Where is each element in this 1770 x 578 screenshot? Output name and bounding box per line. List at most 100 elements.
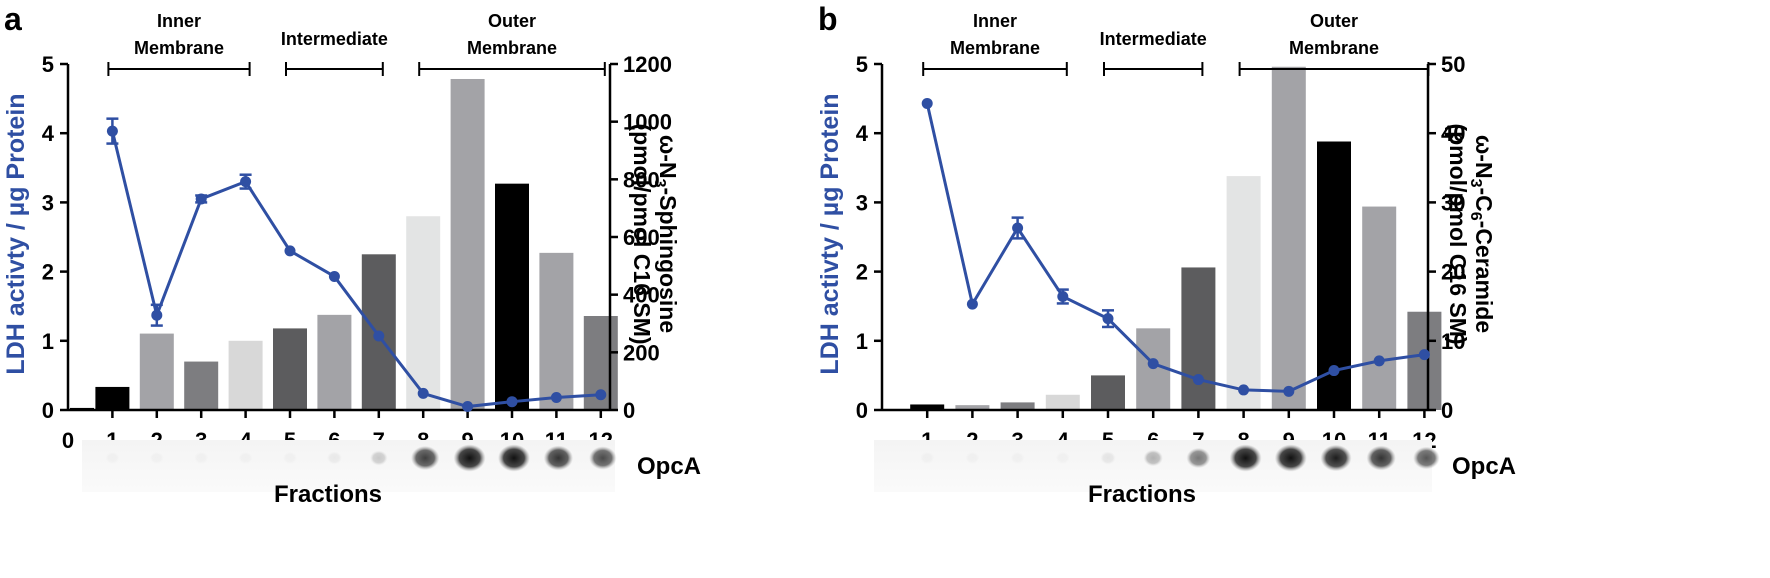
bar-fraction-4 <box>1045 394 1080 410</box>
bar-fraction-11 <box>1362 206 1397 410</box>
blot-spot-1 <box>920 452 934 464</box>
ldh-point-3 <box>1012 222 1024 234</box>
left-tick-label: 0 <box>42 398 54 423</box>
region-label-line1: Inner <box>157 11 201 31</box>
ldh-point-7 <box>373 330 385 342</box>
bar-fraction-12 <box>1407 311 1442 410</box>
left-tick-label: 1 <box>856 329 868 354</box>
blot-spot-6 <box>326 451 342 465</box>
blot-spot-3 <box>1011 452 1025 464</box>
right-label-subscript: 3 <box>1467 179 1484 188</box>
panel-letter: b <box>818 1 838 37</box>
bar-fraction-9 <box>450 78 485 410</box>
left-axis-label: LDH activty / µg Protein <box>2 93 30 374</box>
ldh-point-5 <box>284 245 296 257</box>
region-label-line2: Intermediate <box>281 29 388 49</box>
region-label-line2: Intermediate <box>1100 29 1207 49</box>
ldh-point-1 <box>106 125 118 137</box>
left-tick-label: 5 <box>856 52 868 77</box>
right-tick-label: 30 <box>1441 190 1465 215</box>
region-label-line2: Membrane <box>950 38 1040 58</box>
left-tick-label: 3 <box>42 190 54 215</box>
bar-fraction-5 <box>1091 375 1125 410</box>
right-tick-label: 50 <box>1441 52 1465 77</box>
right-tick-label: 400 <box>623 283 660 308</box>
left-tick-label: 4 <box>42 121 55 146</box>
blot-spot-12 <box>1413 446 1440 470</box>
right-label-part: -Sphingosine <box>655 187 681 333</box>
blot-spot-2 <box>150 452 164 464</box>
ldh-line <box>110 130 601 409</box>
right-tick-label: 600 <box>623 225 660 250</box>
left-axis-label: LDH activty / µg Protein <box>816 93 844 374</box>
ldh-point-6 <box>328 270 340 282</box>
bar-fraction-5 <box>273 328 307 410</box>
ldh-point-11 <box>550 392 562 404</box>
right-tick-label: 10 <box>1441 329 1465 354</box>
ldh-point-5 <box>1102 313 1114 325</box>
blot-spot-7 <box>1186 447 1211 469</box>
ldh-point-7 <box>1192 374 1204 386</box>
ldh-point-12 <box>595 389 607 401</box>
bar-fraction-2 <box>139 333 174 410</box>
blot-spot-10 <box>498 444 530 472</box>
left-tick-label: 1 <box>42 329 54 354</box>
bar-fraction-1 <box>910 404 945 410</box>
region-label-line2: Membrane <box>467 38 557 58</box>
blot-spot-3 <box>194 452 208 464</box>
right-tick-label: 20 <box>1441 260 1465 285</box>
bar-fraction-1 <box>95 386 130 410</box>
ldh-point-10 <box>1328 365 1340 377</box>
bar-fraction-8 <box>406 216 441 410</box>
ldh-point-8 <box>1238 384 1250 396</box>
bar-fraction-10 <box>495 183 529 410</box>
right-tick-label: 0 <box>1441 398 1453 423</box>
bar-fraction-4 <box>228 340 263 410</box>
blot-spot-11 <box>1366 445 1396 471</box>
ldh-point-11 <box>1373 355 1385 367</box>
region-label-line2: Membrane <box>134 38 224 58</box>
ldh-point-3 <box>195 193 207 205</box>
blot-spot-8 <box>411 445 440 471</box>
panel-a: a012345020040060080010001200012345678910… <box>2 1 701 508</box>
blot-spot-4 <box>239 452 253 464</box>
blot-spot-8 <box>1229 444 1262 472</box>
panel-b: b01234501020304050123456789101112InnerMe… <box>816 1 1516 508</box>
bar-fraction-11 <box>539 252 574 410</box>
right-label-part: ω-N <box>655 135 681 179</box>
blot-spot-11 <box>543 445 574 471</box>
right-axis-label-line2: (pmol/pmol C16 SM) <box>1445 123 1471 344</box>
fractions-label: Fractions <box>1088 481 1196 508</box>
right-axis-label-line2: (pmol/pmol C16 SM) <box>629 123 655 344</box>
blot-spot-5 <box>283 452 297 464</box>
blot-spot-4 <box>1056 452 1070 464</box>
blot-spot-9 <box>453 444 486 472</box>
bar-fraction-3 <box>1000 402 1035 410</box>
ldh-point-6 <box>1147 358 1159 370</box>
ldh-line <box>925 103 1425 393</box>
blot-spot-2 <box>965 452 979 464</box>
right-label-part: -Ceramide <box>1471 221 1497 333</box>
right-tick-label: 1200 <box>623 52 672 77</box>
blot-spot-10 <box>1320 444 1352 472</box>
right-tick-label: 200 <box>623 340 660 365</box>
right-axis-label-line1: ω-N3-Sphingosine <box>651 135 681 333</box>
left-tick-label: 2 <box>856 260 868 285</box>
ldh-point-9 <box>1283 385 1295 397</box>
right-label-part: ω-N <box>1471 135 1497 179</box>
right-tick-label: 0 <box>623 398 635 423</box>
blot-spot-7 <box>370 450 388 466</box>
right-tick-label: 800 <box>623 167 660 192</box>
right-label-subscript: 6 <box>1467 212 1484 221</box>
ldh-point-8 <box>417 387 429 399</box>
blot-spot-1 <box>105 452 119 464</box>
bar-fraction-9 <box>1271 66 1306 410</box>
blot-spot-6 <box>1143 449 1163 467</box>
left-tick-label: 3 <box>856 190 868 215</box>
right-label-part: -C <box>1471 187 1497 211</box>
blot-spot-9 <box>1274 444 1307 472</box>
panel-letter: a <box>4 1 22 37</box>
ldh-point-2 <box>151 309 163 321</box>
right-axis-label-line1: ω-N3-C6-Ceramide <box>1467 135 1497 333</box>
